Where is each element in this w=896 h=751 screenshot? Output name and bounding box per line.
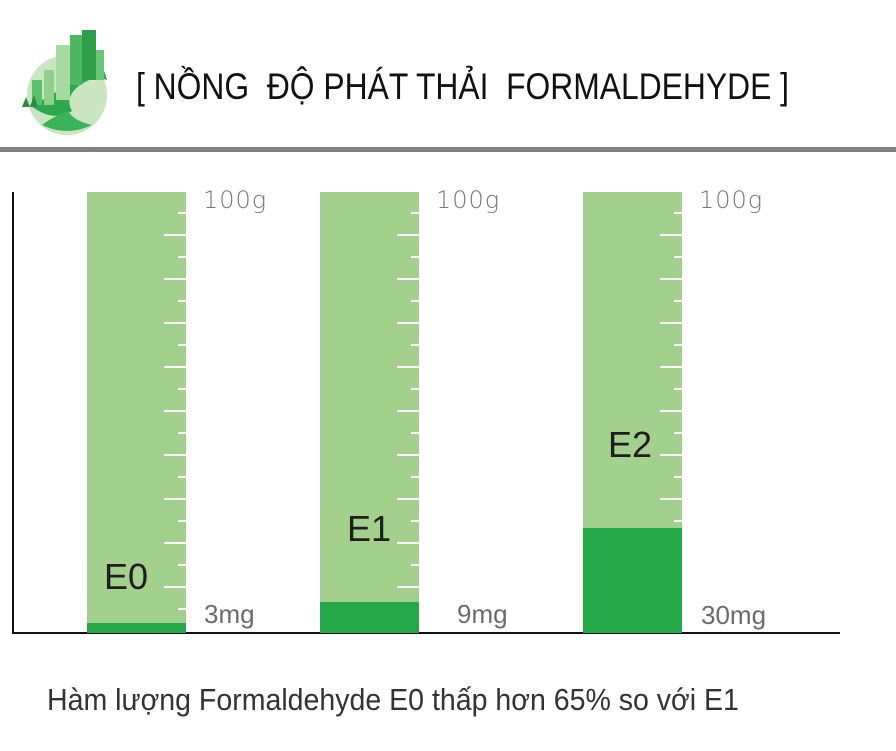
bar-e0-label: E0 bbox=[104, 556, 149, 597]
bar-e1-fill bbox=[320, 602, 419, 633]
scale-tick bbox=[674, 300, 682, 302]
bar-e2 bbox=[583, 192, 682, 633]
scale-tick bbox=[674, 520, 682, 522]
scale-tick bbox=[164, 366, 186, 368]
bar-e0 bbox=[87, 192, 186, 633]
bar-e1-value-label: 9mg bbox=[457, 599, 508, 629]
scale-tick bbox=[164, 586, 186, 588]
bar-e2-label: E2 bbox=[608, 424, 653, 465]
scale-tick bbox=[660, 322, 682, 324]
scale-tick bbox=[178, 476, 186, 478]
scale-tick bbox=[660, 454, 682, 456]
scale-tick bbox=[660, 278, 682, 280]
scale-tick bbox=[411, 520, 419, 522]
scale-tick bbox=[674, 476, 682, 478]
x-axis bbox=[12, 632, 840, 634]
bar-e1 bbox=[320, 192, 419, 633]
header-divider bbox=[0, 147, 896, 152]
scale-tick bbox=[178, 388, 186, 390]
scale-tick bbox=[178, 256, 186, 258]
scale-tick bbox=[674, 212, 682, 214]
scale-tick bbox=[164, 234, 186, 236]
scale-tick bbox=[674, 256, 682, 258]
scale-tick bbox=[397, 322, 419, 324]
scale-tick bbox=[397, 542, 419, 544]
scale-tick bbox=[674, 388, 682, 390]
scale-tick bbox=[397, 278, 419, 280]
scale-tick bbox=[411, 564, 419, 566]
scale-tick bbox=[674, 432, 682, 434]
scale-tick bbox=[397, 586, 419, 588]
bar-e1-max-label: 100g bbox=[436, 186, 501, 214]
scale-tick bbox=[178, 344, 186, 346]
bar-e2-value-label: 30mg bbox=[701, 600, 767, 630]
scale-tick bbox=[178, 212, 186, 214]
scale-tick bbox=[164, 278, 186, 280]
bar-e1-label: E1 bbox=[347, 508, 392, 549]
scale-tick bbox=[660, 234, 682, 236]
scale-tick bbox=[178, 432, 186, 434]
page-title: [ NỒNG ĐỘ PHÁT THẢI FORMALDEHYDE ] bbox=[136, 66, 789, 107]
bar-e0-value-label: 3mg bbox=[204, 599, 255, 629]
scale-tick bbox=[164, 410, 186, 412]
scale-tick bbox=[660, 366, 682, 368]
y-axis bbox=[12, 192, 14, 634]
bar-e2-fill bbox=[583, 528, 682, 633]
scale-tick bbox=[397, 498, 419, 500]
caption: Hàm lượng Formaldehyde E0 thấp hơn 65% s… bbox=[47, 682, 739, 717]
scale-tick bbox=[178, 608, 186, 610]
scale-tick bbox=[397, 454, 419, 456]
bar-e0-max-label: 100g bbox=[203, 186, 268, 214]
scale-tick bbox=[411, 388, 419, 390]
scale-tick bbox=[411, 256, 419, 258]
scale-tick bbox=[674, 344, 682, 346]
scale-tick bbox=[178, 564, 186, 566]
scale-tick bbox=[660, 498, 682, 500]
bar-e0-fill bbox=[87, 623, 186, 633]
scale-tick bbox=[660, 410, 682, 412]
scale-tick bbox=[411, 344, 419, 346]
scale-tick bbox=[397, 234, 419, 236]
scale-tick bbox=[411, 212, 419, 214]
scale-tick bbox=[411, 300, 419, 302]
scale-tick bbox=[164, 454, 186, 456]
scale-tick bbox=[397, 410, 419, 412]
bar-e2-max-label: 100g bbox=[699, 186, 764, 214]
scale-tick bbox=[164, 322, 186, 324]
scale-tick bbox=[178, 520, 186, 522]
logo-icon bbox=[22, 30, 107, 135]
scale-tick bbox=[164, 498, 186, 500]
scale-tick bbox=[397, 366, 419, 368]
scale-tick bbox=[411, 476, 419, 478]
scale-tick bbox=[411, 432, 419, 434]
scale-tick bbox=[164, 542, 186, 544]
scale-tick bbox=[178, 300, 186, 302]
